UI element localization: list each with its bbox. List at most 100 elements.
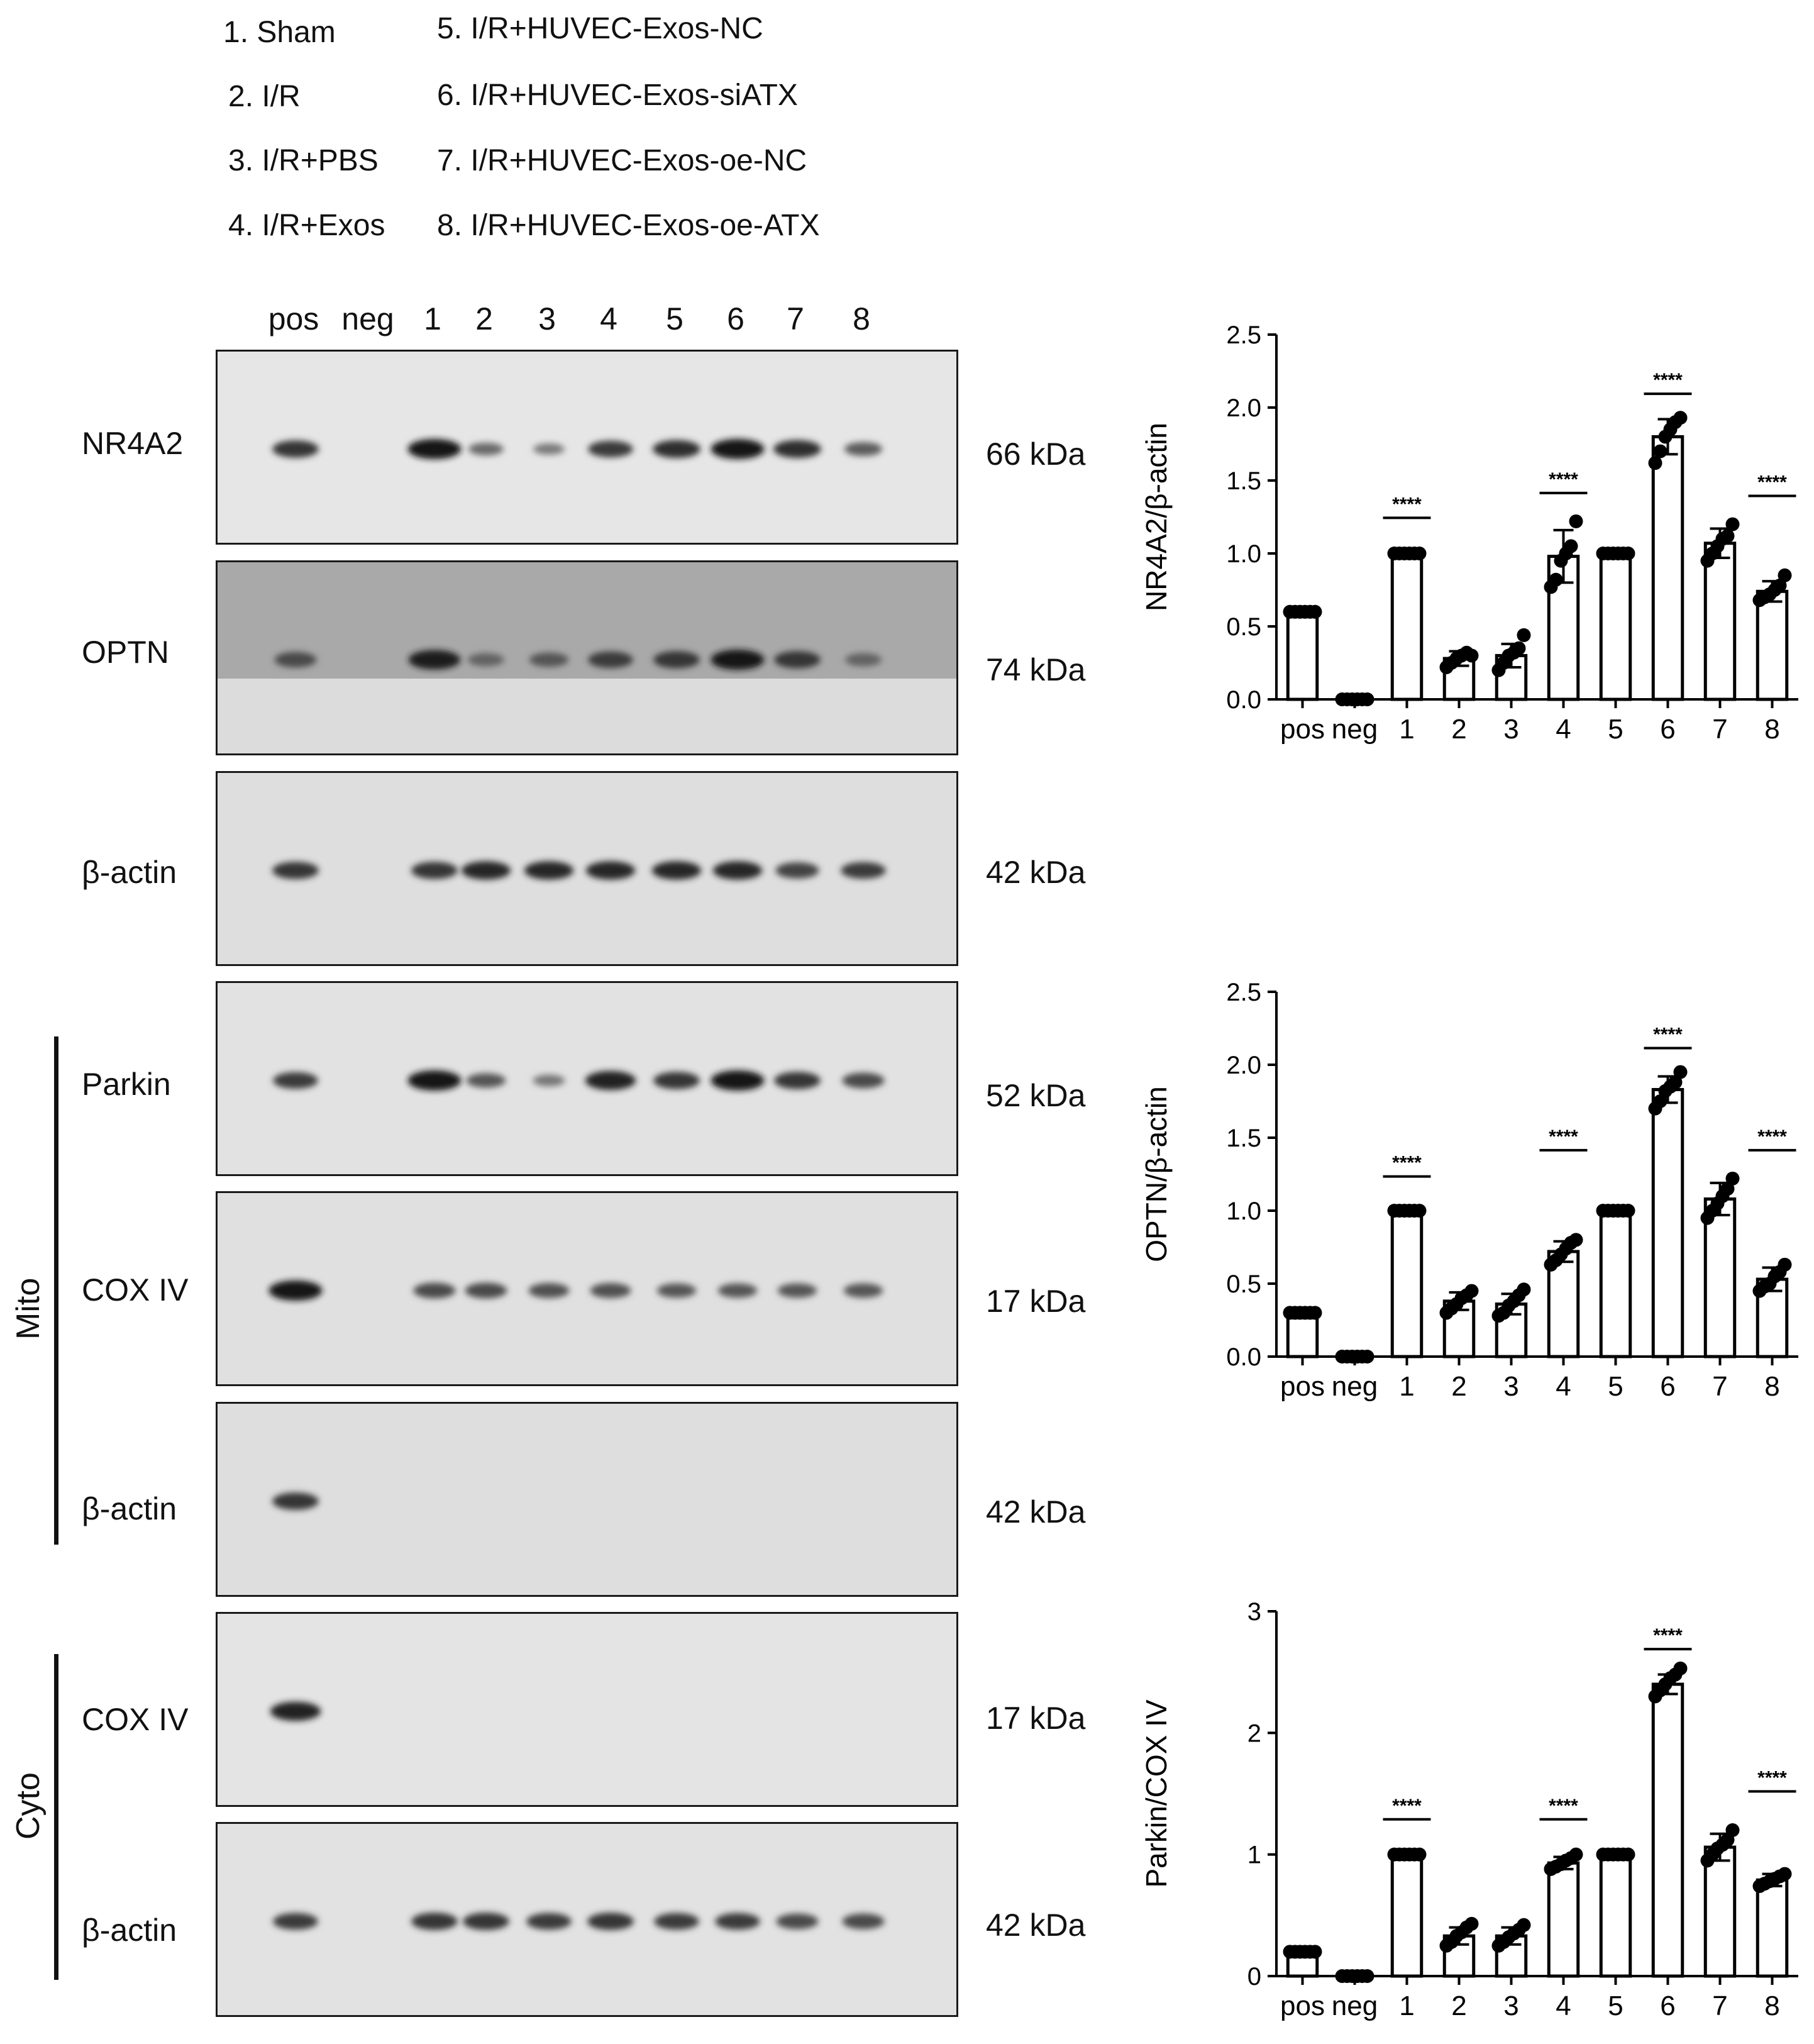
data-point <box>1569 514 1583 528</box>
band-pos <box>272 862 319 879</box>
data-point <box>1517 1282 1531 1297</box>
bar-5 <box>1599 1853 1632 1978</box>
data-point <box>1653 444 1667 458</box>
data-point <box>1653 1094 1667 1108</box>
band-7 <box>774 651 821 669</box>
x-tick-label: 3 <box>1503 714 1518 745</box>
legend-label: I/R+HUVEC-Exos-siATX <box>470 79 798 112</box>
bar-1 <box>1390 1853 1424 1978</box>
band-2 <box>461 861 511 880</box>
legend-item-7: 7. I/R+HUVEC-Exos-oe-NC <box>437 146 807 176</box>
lane-label-3: 3 <box>538 301 556 336</box>
blot-cox-iv-cyto <box>216 1612 958 1807</box>
band-3 <box>533 443 565 455</box>
data-point <box>1308 604 1322 619</box>
data-point <box>1517 628 1531 642</box>
legend-label: I/R <box>262 80 301 113</box>
blot-label-beta-actin: β-actin <box>82 855 177 890</box>
data-point <box>1673 1661 1688 1675</box>
band-3 <box>524 861 574 880</box>
legend-item-6: 6. I/R+HUVEC-Exos-siATX <box>437 81 798 111</box>
blot-optn <box>216 560 958 755</box>
lane-label-1: 1 <box>424 301 441 336</box>
blot-cox-iv-mito <box>216 1191 958 1386</box>
data-point <box>1720 529 1735 543</box>
legend-item-1: 1. Sham <box>223 18 336 48</box>
cyto-bracket <box>54 1654 58 1980</box>
bar-6 <box>1651 1682 1684 1978</box>
legend-item-2: 2. I/R <box>228 82 301 112</box>
band-8 <box>844 442 883 457</box>
kda-label-nr4a2: 66 kDa <box>986 436 1086 472</box>
bar-1 <box>1390 1209 1424 1358</box>
y-tick-label: 0 <box>1247 1963 1261 1991</box>
data-point <box>1648 456 1662 470</box>
band-8 <box>842 1913 885 1930</box>
band-pos <box>272 1492 319 1510</box>
band-4 <box>588 651 633 669</box>
significance-label: **** <box>1757 472 1787 493</box>
bar-8 <box>1756 589 1789 701</box>
data-point <box>1517 1918 1531 1932</box>
blot-label-nr4a2: NR4A2 <box>82 426 184 461</box>
y-tick-label: 0.0 <box>1226 1343 1261 1371</box>
bar-1 <box>1390 552 1424 701</box>
band-pos <box>272 440 319 458</box>
band-4 <box>587 1913 634 1930</box>
legend-label: I/R+Exos <box>262 209 385 242</box>
significance-label: **** <box>1392 1796 1422 1816</box>
y-tick-label: 1.5 <box>1226 1125 1261 1152</box>
x-tick-label: 5 <box>1608 714 1623 745</box>
band-pos <box>273 1913 318 1930</box>
data-point <box>1464 648 1479 663</box>
data-point <box>1569 1233 1583 1247</box>
blot-label-parkin: Parkin <box>82 1067 171 1102</box>
x-tick-label: 5 <box>1608 1991 1623 2021</box>
band-1 <box>411 1913 458 1930</box>
chart-nr4a2-svg: 0.0 0.5 1.0 1.5 2.0 2.5 NR4A2/β-actin pos neg 1 2 3… <box>1140 321 1798 745</box>
band-3 <box>529 652 569 667</box>
band-pos <box>274 652 317 668</box>
blot-label-beta-actin-cyto: β-actin <box>82 1913 177 1948</box>
x-tick-label: 2 <box>1451 714 1466 745</box>
x-tick-label: 2 <box>1451 1991 1466 2021</box>
data-point <box>1308 1306 1322 1320</box>
significance-label: **** <box>1757 1767 1787 1788</box>
bar-6 <box>1651 1087 1684 1358</box>
x-tick-label: 4 <box>1556 1991 1571 2021</box>
x-tick-label: 8 <box>1764 714 1779 745</box>
data-point <box>1725 1823 1740 1837</box>
blot-background <box>218 1614 956 1805</box>
data-point <box>1673 1065 1688 1079</box>
band-1 <box>408 650 461 670</box>
band-pos <box>270 1701 321 1721</box>
band-1 <box>411 862 458 879</box>
band-4 <box>585 1070 636 1091</box>
x-tick-label: 6 <box>1660 1991 1675 2021</box>
band-6 <box>711 439 765 459</box>
band-pos <box>268 1280 323 1301</box>
band-7 <box>773 440 821 458</box>
data-point <box>1549 572 1563 587</box>
band-6 <box>711 650 765 670</box>
significance-label: **** <box>1549 469 1578 490</box>
bar-pos <box>1286 1311 1319 1358</box>
legend-number: 3. <box>228 144 254 177</box>
band-1 <box>407 439 462 459</box>
legend-label: I/R+PBS <box>262 144 379 177</box>
band-7 <box>774 1072 821 1089</box>
data-point <box>1512 641 1526 655</box>
band-5 <box>651 861 702 880</box>
y-tick-label: 0.5 <box>1226 1270 1261 1298</box>
data-point <box>1464 1284 1479 1298</box>
band-1 <box>413 1282 456 1299</box>
data-point <box>1412 1847 1427 1862</box>
data-point <box>1778 1867 1792 1881</box>
kda-label-optn: 74 kDa <box>986 652 1086 687</box>
x-tick-label: 1 <box>1399 1371 1414 1402</box>
blot-background <box>218 1193 956 1384</box>
legend-label: Sham <box>257 16 336 49</box>
y-axis-label: NR4A2/β-actin <box>1140 423 1173 611</box>
y-tick-label: 3 <box>1247 1598 1261 1626</box>
x-tick-label: 3 <box>1503 1371 1518 1402</box>
